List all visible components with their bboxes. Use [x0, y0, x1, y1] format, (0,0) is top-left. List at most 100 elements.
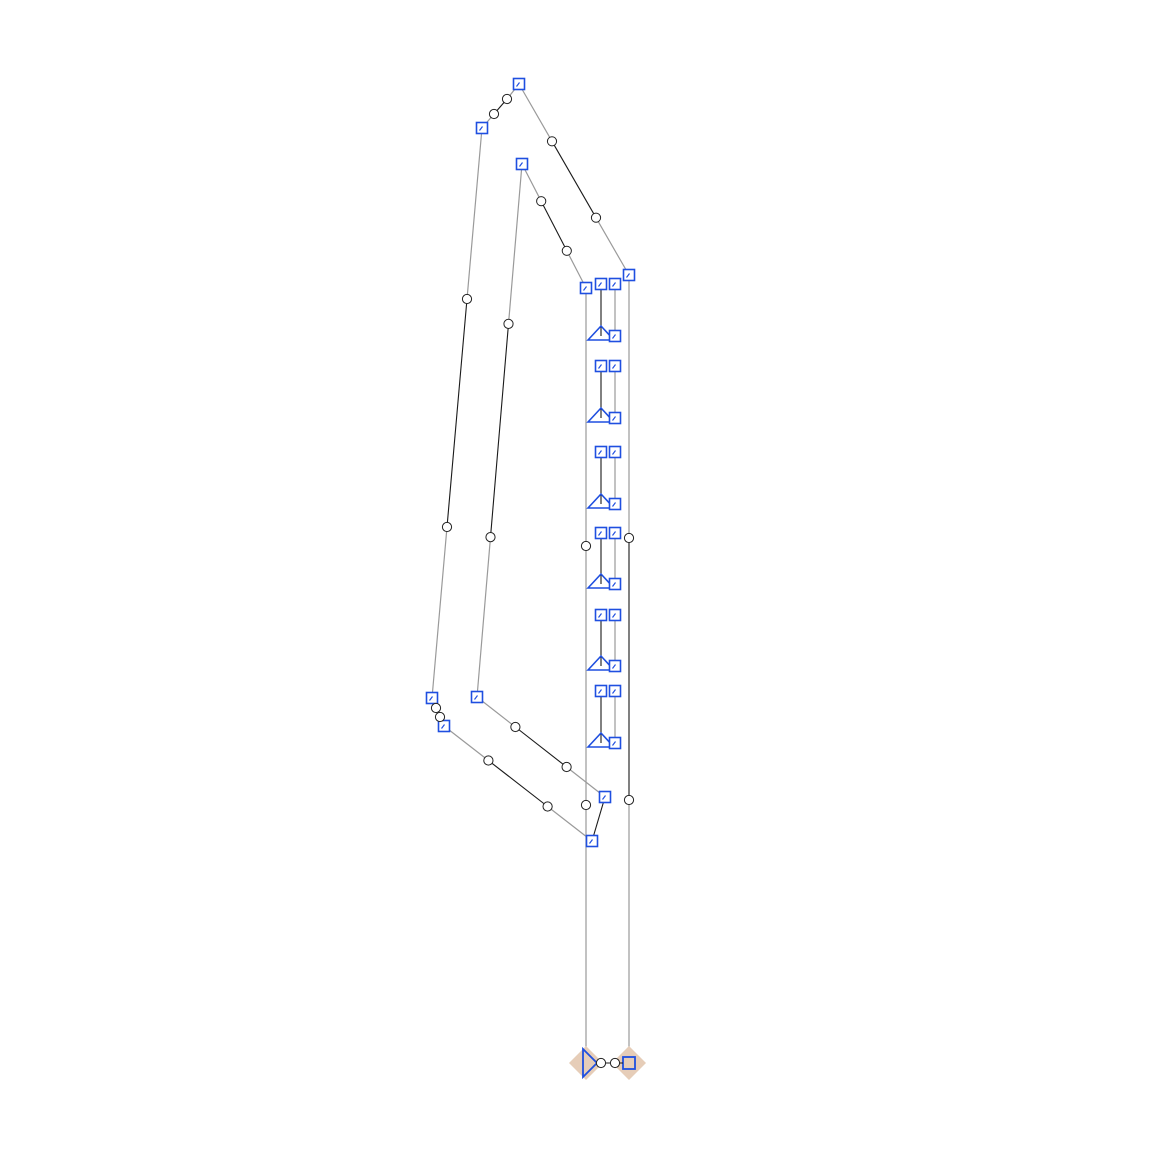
group-vertex-bottom[interactable] — [608, 736, 622, 750]
group-vertex-top-left[interactable] — [594, 684, 608, 698]
inner-bottom-diagonal-handle-2[interactable] — [561, 761, 572, 773]
left-rail-handle-1[interactable] — [580, 540, 592, 552]
outer-bottom-diagonal-handle-2[interactable] — [542, 801, 553, 812]
right-rail-handle-2[interactable] — [623, 794, 635, 806]
vertex-tick-icon — [589, 839, 593, 844]
outer-corner-handle-2[interactable] — [488, 108, 500, 120]
group-vertex-top-left[interactable] — [594, 445, 608, 459]
vertex-tick-icon — [441, 724, 445, 729]
vertex-tick-icon — [612, 364, 616, 369]
inner-left-vertex[interactable] — [470, 690, 484, 704]
group-vertex-bottom[interactable] — [608, 659, 622, 673]
vertex-tick-icon — [598, 450, 602, 455]
vertex-tick-icon — [626, 273, 630, 278]
vertex-tick-icon — [612, 664, 616, 669]
inner-bottom-diagonal-segment-a[interactable] — [476, 696, 516, 728]
outer-upper-left-vertex[interactable] — [475, 121, 489, 135]
vertex-tick-icon — [612, 689, 616, 694]
inner-left-side-handle-1[interactable] — [503, 318, 514, 329]
group-vertex-top-right[interactable] — [608, 526, 622, 540]
group-vertex-bottom[interactable] — [608, 411, 622, 425]
terminal-layer — [569, 1046, 646, 1080]
group-vertex-top-right[interactable] — [608, 684, 622, 698]
group-vertex-top-right[interactable] — [608, 359, 622, 373]
stacked-group-4[interactable] — [586, 533, 616, 589]
vertex-tick-icon — [612, 613, 616, 618]
outer-left-side-handle-2[interactable] — [441, 521, 453, 533]
outer-lower-corner-handle-2[interactable] — [434, 711, 446, 723]
outer-lower-left-vertex-2[interactable] — [437, 719, 451, 733]
outer-mid-vertex[interactable] — [598, 790, 612, 804]
vertex-tick-icon — [519, 162, 523, 167]
terminal-link-handle-1[interactable] — [595, 1057, 607, 1069]
group-vertex-top-left[interactable] — [594, 608, 608, 622]
group-vertex-bottom[interactable] — [608, 329, 622, 343]
inner-left-side-segment-c[interactable] — [476, 537, 492, 698]
right-rail-handle-1[interactable] — [623, 532, 635, 544]
outer-top-vertex[interactable] — [512, 77, 526, 91]
group-vertex-bottom[interactable] — [608, 497, 622, 511]
stacked-group-5[interactable] — [586, 615, 616, 671]
inner-right-diagonal-segment-b[interactable] — [540, 200, 568, 252]
vertex-tick-icon — [598, 364, 602, 369]
group-vertex-top-right[interactable] — [608, 445, 622, 459]
outer-left-side-segment-c[interactable] — [431, 526, 448, 699]
outer-right-vertex[interactable] — [622, 268, 636, 282]
outer-lower-corner-handle-1[interactable] — [430, 702, 442, 714]
outer-right-diagonal-segment-a[interactable] — [518, 83, 553, 142]
vertex-tick-icon — [612, 531, 616, 536]
inner-right-diagonal-handle-2[interactable] — [561, 245, 572, 256]
stacked-group-3[interactable] — [586, 452, 616, 509]
vertex-tick-icon — [583, 286, 587, 291]
inner-right-diagonal-handle-1[interactable] — [536, 196, 547, 207]
inner-bottom-diagonal-segment-b[interactable] — [515, 726, 567, 768]
vertex-tick-icon — [612, 334, 616, 339]
vertex-tick-icon — [612, 450, 616, 455]
group-vertex-bottom[interactable] — [608, 577, 622, 591]
vertex-tick-icon — [598, 689, 602, 694]
outer-bottom-link[interactable] — [591, 796, 606, 842]
group-vertex-top-right[interactable] — [608, 277, 622, 291]
inner-left-side-segment-a[interactable] — [507, 163, 523, 324]
left-rail-handle-2[interactable] — [580, 799, 592, 811]
group-vertex-top-left[interactable] — [594, 526, 608, 540]
terminal-link-handle-2[interactable] — [609, 1057, 621, 1069]
outer-right-diagonal-handle-1[interactable] — [546, 136, 558, 147]
vertex-tick-icon — [612, 741, 616, 746]
start-terminal[interactable] — [582, 1046, 599, 1080]
edge-layer — [431, 83, 630, 1063]
vertex-tick-icon — [516, 82, 520, 87]
vertex-tick-icon — [612, 282, 616, 287]
stacked-group-layer — [586, 284, 616, 748]
outer-left-side-segment-b[interactable] — [446, 298, 468, 528]
outer-left-side-segment-a[interactable] — [466, 127, 483, 300]
outer-corner-handle-1[interactable] — [501, 93, 513, 105]
vertex-tick-icon — [612, 502, 616, 507]
vertex-tick-icon — [479, 126, 483, 131]
inner-right-vertex[interactable] — [579, 281, 593, 295]
inner-left-side-handle-2[interactable] — [485, 532, 496, 543]
start-terminal-halo — [569, 1046, 603, 1080]
inner-bottom-diagonal-handle-1[interactable] — [510, 721, 521, 733]
outer-right-diagonal-segment-c[interactable] — [595, 217, 630, 276]
outer-bottom-diagonal-handle-1[interactable] — [483, 755, 494, 766]
group-vertex-top-right[interactable] — [608, 608, 622, 622]
inner-top-vertex[interactable] — [515, 157, 529, 171]
outer-bottom-diagonal-segment-a[interactable] — [443, 725, 489, 761]
group-vertex-top-left[interactable] — [594, 277, 608, 291]
outer-right-diagonal-segment-b[interactable] — [551, 141, 597, 218]
handle-layer — [430, 93, 635, 812]
outer-lower-left-vertex[interactable] — [425, 691, 439, 705]
vertex-tick-icon — [474, 695, 478, 700]
outer-bottom-vertex[interactable] — [585, 834, 599, 848]
stacked-group-6[interactable] — [586, 691, 616, 748]
inner-left-side-segment-b[interactable] — [489, 323, 510, 538]
play-triangle-icon — [582, 1046, 599, 1080]
outer-right-diagonal-handle-2[interactable] — [590, 212, 602, 223]
outer-bottom-diagonal-segment-b[interactable] — [488, 760, 548, 807]
vertex-layer — [425, 77, 636, 848]
outer-bottom-diagonal-segment-c[interactable] — [547, 806, 593, 842]
vertex-tick-icon — [602, 795, 606, 800]
outer-left-side-handle-1[interactable] — [461, 293, 473, 305]
group-vertex-top-left[interactable] — [594, 359, 608, 373]
